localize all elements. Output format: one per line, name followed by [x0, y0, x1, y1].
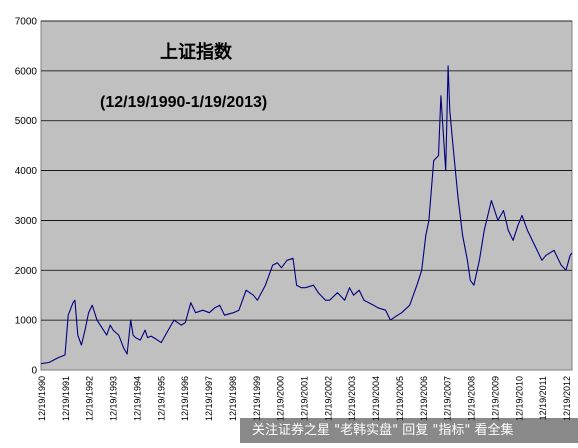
x-tick-label: 12/19/1991 — [61, 376, 71, 421]
chart-title: 上证指数 — [160, 41, 233, 63]
x-tick-label: 12/19/1999 — [252, 376, 262, 421]
watermark-banner: 关注证券之星 "老韩实盘" 回复 "指标" 看全集 — [240, 418, 578, 443]
x-tick-label: 12/19/2001 — [300, 376, 310, 421]
y-tick-label: 2000 — [15, 266, 38, 277]
x-tick-label: 12/19/1992 — [85, 376, 95, 421]
x-tick-label: 12/19/2007 — [443, 376, 453, 421]
grid-lines — [41, 20, 572, 321]
chart-subtitle: (12/19/1990-1/19/2013) — [100, 94, 267, 111]
x-tick-label: 12/19/1997 — [204, 376, 214, 421]
y-tick-label: 7000 — [15, 17, 38, 28]
y-tick-label: 1000 — [15, 316, 38, 327]
y-tick-label: 3000 — [15, 216, 38, 227]
y-tick-label: 0 — [31, 366, 37, 377]
x-tick-label: 12/19/2009 — [490, 376, 500, 421]
x-tick-label: 12/19/2004 — [371, 376, 381, 421]
x-tick-label: 12/19/2012 — [562, 376, 572, 421]
y-axis-ticks: 0 1000 2000 3000 4000 5000 6000 7000 — [15, 17, 38, 377]
x-tick-label: 12/19/2006 — [419, 376, 429, 421]
x-tick-label: 12/19/1995 — [156, 376, 166, 421]
x-axis-ticks: 12/19/1990 12/19/1991 12/19/1992 12/19/1993… — [37, 376, 572, 421]
x-tick-label: 12/19/2010 — [514, 376, 524, 421]
x-tick-label: 12/19/2003 — [347, 376, 357, 421]
y-tick-label: 5000 — [15, 116, 38, 127]
x-tick-label: 12/19/1996 — [180, 376, 190, 421]
y-tick-label: 6000 — [15, 66, 38, 77]
x-tick-label: 12/19/1993 — [109, 376, 119, 421]
x-tick-label: 12/19/1990 — [37, 376, 47, 421]
x-tick-label: 12/19/2000 — [276, 376, 286, 421]
x-tick-label: 12/19/1998 — [228, 376, 238, 421]
index-series-line — [40, 65, 573, 365]
y-tick-label: 4000 — [15, 166, 38, 177]
x-tick-label: 12/19/2011 — [538, 376, 548, 420]
x-tick-label: 12/19/2008 — [467, 376, 477, 421]
x-tick-label: 12/19/2002 — [323, 376, 333, 421]
x-tick-label: 12/19/2005 — [395, 376, 405, 421]
x-tick-label: 12/19/1994 — [132, 376, 142, 421]
plot-area — [40, 20, 573, 371]
